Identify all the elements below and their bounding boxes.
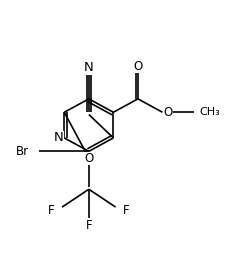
Text: O: O [133, 60, 142, 72]
Text: O: O [84, 151, 93, 165]
Text: F: F [48, 204, 54, 217]
Text: Br: Br [15, 145, 28, 158]
Text: O: O [163, 106, 172, 119]
Text: F: F [122, 204, 129, 217]
Text: F: F [85, 219, 92, 232]
Text: N: N [54, 131, 63, 144]
Text: N: N [83, 61, 93, 74]
Text: CH₃: CH₃ [198, 107, 219, 117]
